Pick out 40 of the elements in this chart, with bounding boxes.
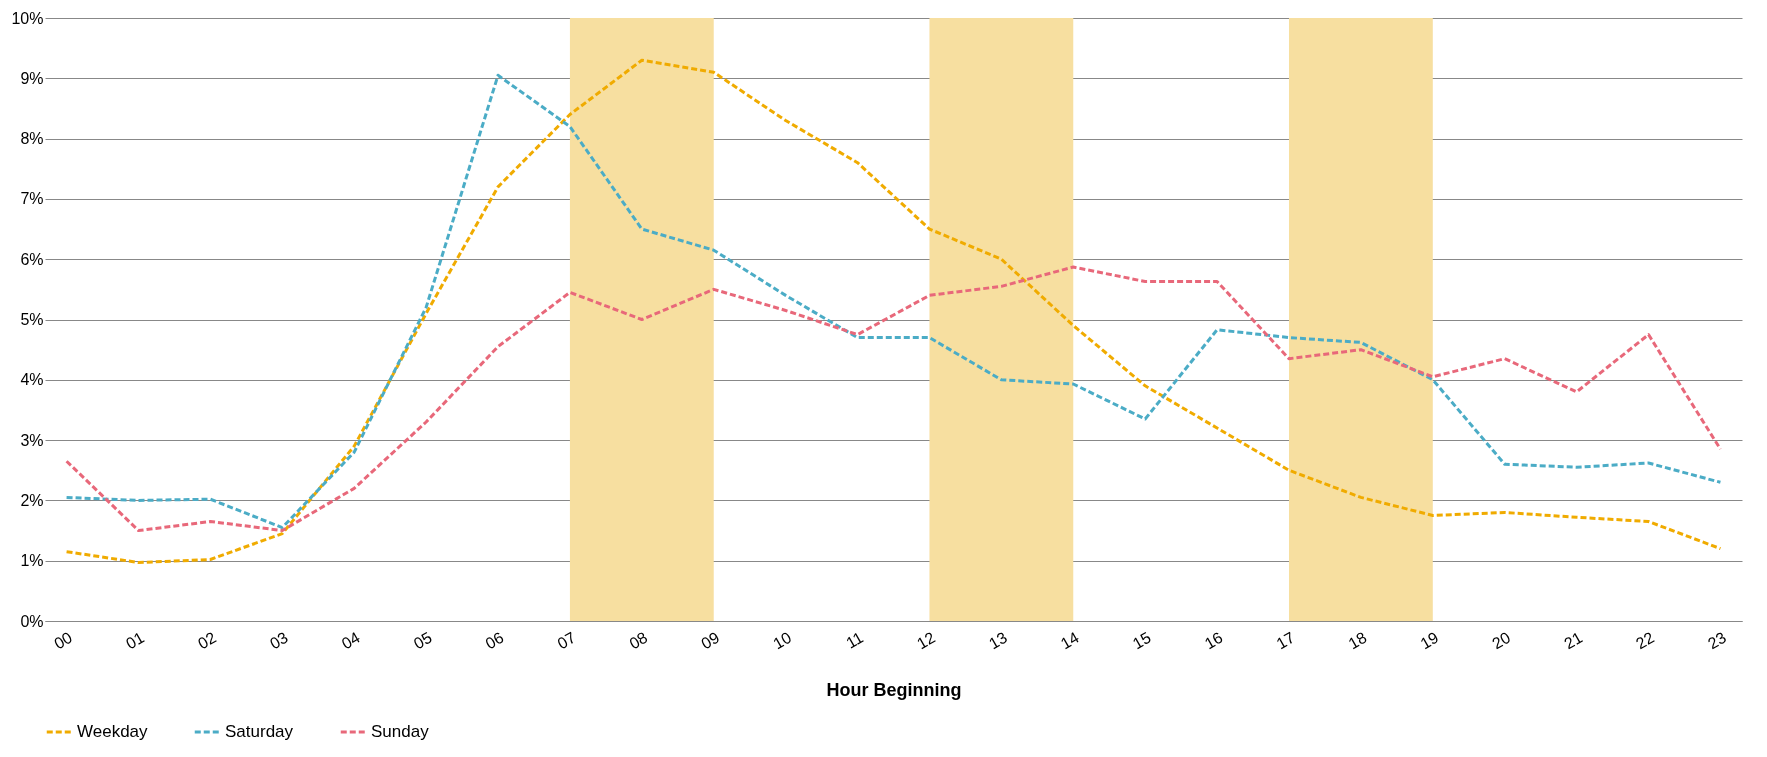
x-axis-title: Hour Beginning xyxy=(826,680,962,701)
y-tick-label: 2% xyxy=(20,491,44,509)
x-tick-label: 22 xyxy=(1633,628,1658,653)
line-series xyxy=(65,265,1722,533)
x-tick-label: 05 xyxy=(410,628,435,653)
y-tick-label: 1% xyxy=(20,552,44,570)
legend-label: Sunday xyxy=(371,722,430,741)
x-tick-label: 15 xyxy=(1129,628,1154,653)
y-tick-label: 10% xyxy=(11,9,44,27)
y-tick-label: 3% xyxy=(20,431,44,449)
legend-label: Saturday xyxy=(225,722,294,741)
x-tick-label: 02 xyxy=(194,628,219,653)
x-tick-label: 08 xyxy=(626,628,651,653)
x-tick-label: 16 xyxy=(1201,628,1226,653)
x-tick-label: 20 xyxy=(1489,628,1514,653)
x-tick-label: 11 xyxy=(843,628,867,652)
x-tick-label: 00 xyxy=(51,628,76,653)
x-tick-label: 14 xyxy=(1057,628,1082,653)
x-tick-label: 18 xyxy=(1345,628,1370,653)
x-tick-label: 21 xyxy=(1561,628,1586,653)
legend-label: Weekday xyxy=(77,722,149,741)
y-tick-label: 0% xyxy=(20,612,44,630)
y-tick-label: 7% xyxy=(20,190,44,208)
x-tick-label: 01 xyxy=(123,628,148,653)
y-tick-label: 6% xyxy=(20,250,44,268)
y-tick-label: 5% xyxy=(20,311,44,328)
y-tick-label: 4% xyxy=(20,371,44,389)
y-tick-label: 9% xyxy=(20,69,44,87)
x-tick-label: 23 xyxy=(1705,628,1730,653)
x-tick-label: 13 xyxy=(985,628,1010,653)
x-tick-label: 12 xyxy=(914,628,939,653)
x-tick-label: 07 xyxy=(554,628,579,653)
x-tick-label: 09 xyxy=(698,628,723,653)
x-tick-label: 10 xyxy=(770,628,795,653)
x-tick-label: 17 xyxy=(1273,628,1298,653)
y-tick-label: 8% xyxy=(20,130,44,148)
x-tick-label: 04 xyxy=(338,628,363,653)
x-tick-label: 06 xyxy=(482,628,507,653)
x-tick-label: 03 xyxy=(266,628,291,653)
x-tick-label: 19 xyxy=(1417,628,1442,653)
